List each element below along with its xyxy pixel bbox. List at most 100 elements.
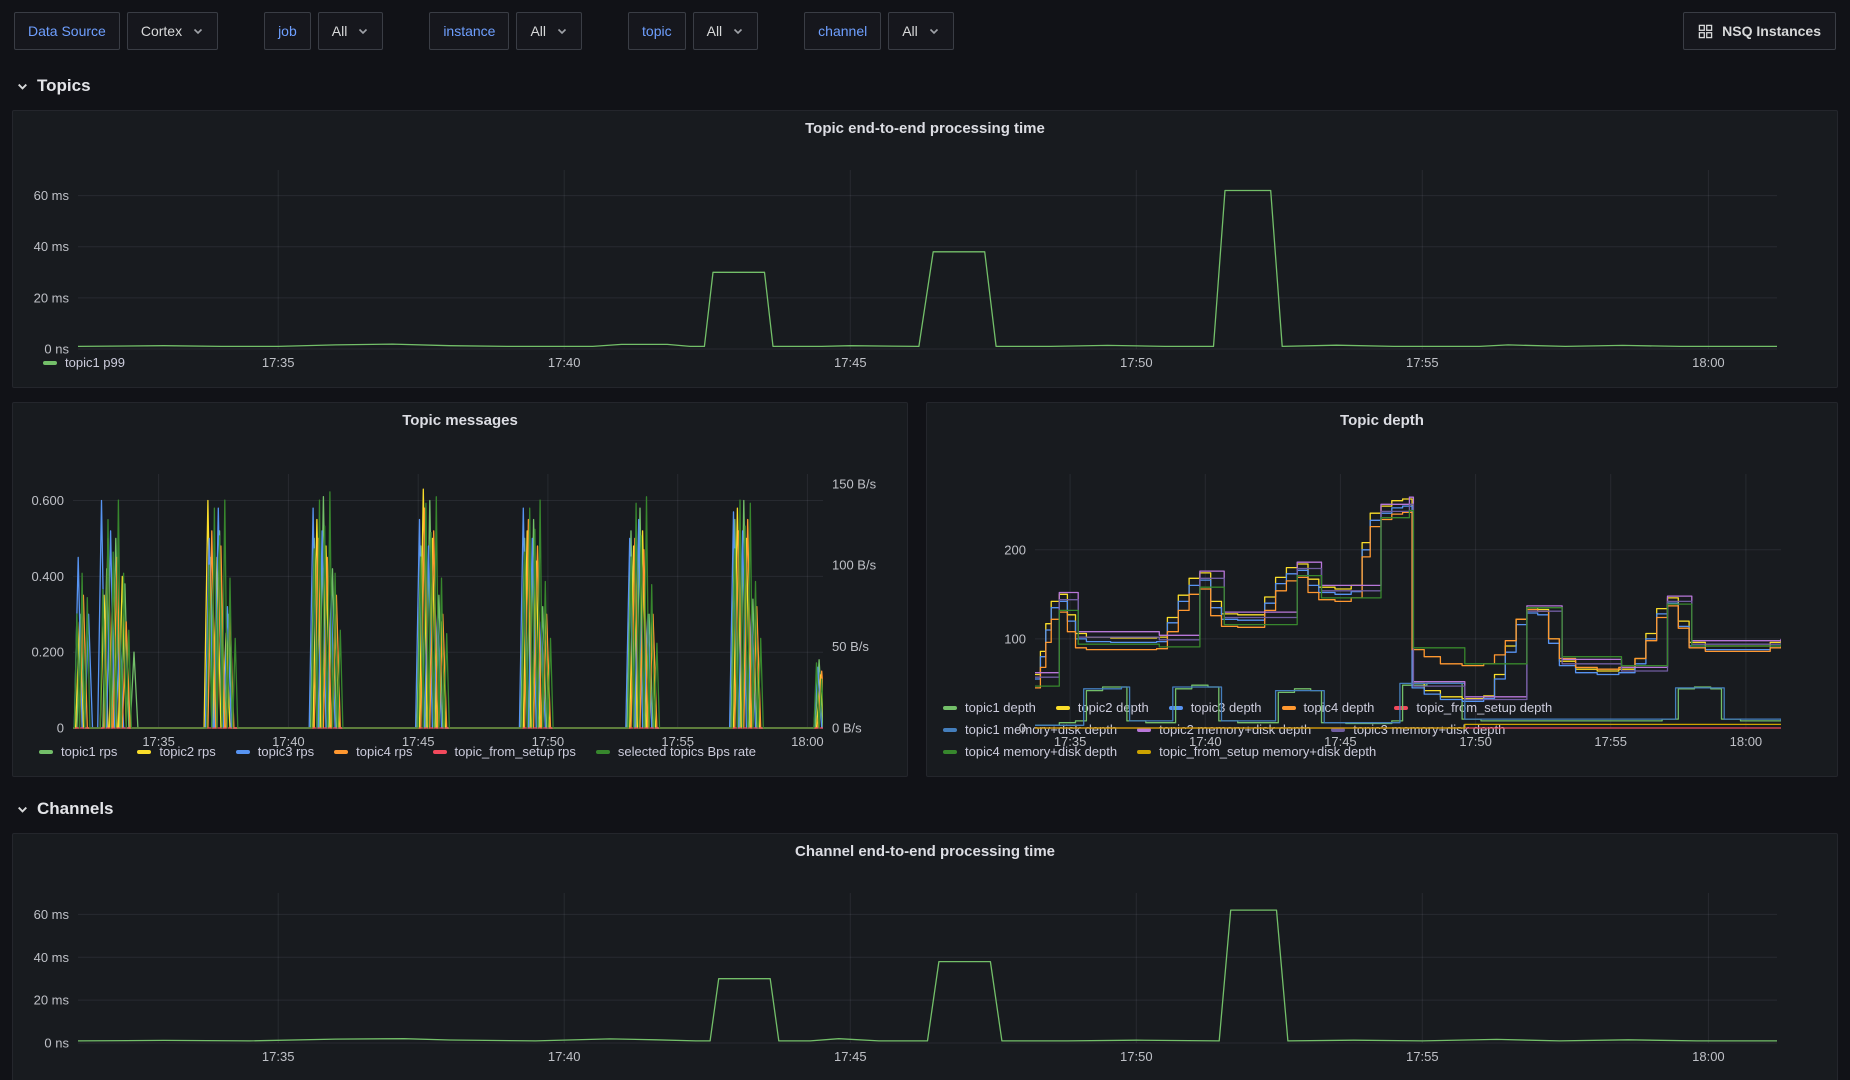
legend-item[interactable]: topic2 rps [137,744,216,759]
chart-canvas[interactable]: 0 100 200 17:35 17:40 17:45 17:50 17:55 18:00 [927,432,1837,764]
series-line [73,507,823,729]
series-name: topic2 depth [1077,700,1149,715]
section-channels[interactable]: Channels [16,799,1850,819]
legend-item[interactable]: topic_from_setup memory+disk depth [1137,744,1376,759]
chevron-down-icon [557,28,567,35]
legend-item[interactable]: selected topics Bps rate [595,744,756,759]
x-axis-label: 17:40 [1189,734,1222,749]
y-axis-label: 20 ms [34,290,70,305]
series-color-swatch [1331,727,1346,732]
var-group-channel: channel All [804,12,954,50]
var-dropdown-instance[interactable]: All [516,12,583,50]
series-name: topic_from_setup rps [454,744,576,759]
chart-area[interactable]: 0 ns 20 ms 40 ms 60 ms 17:35 17:40 17:45 17:50 1… [13,863,1837,1069]
panel-title[interactable]: Topic messages [402,412,518,429]
panel-title[interactable]: Channel end-to-end processing time [794,843,1056,860]
x-axis-label: 17:40 [272,734,305,749]
chart-area[interactable]: 0 ns 20 ms 40 ms 60 ms 17:35 17:40 17:45 17:50 1… [13,140,1837,370]
y-axis-label: 0.600 [31,493,64,508]
y-axis-label: 40 ms [34,239,70,254]
section-topics[interactable]: Topics [16,76,1850,96]
var-dropdown-job[interactable]: All [317,12,384,50]
var-value-text: All [706,23,723,39]
series-line [1035,496,1781,698]
legend-item[interactable]: topic2 depth [1055,700,1149,715]
chart-area[interactable]: 0 100 200 17:35 17:40 17:45 17:50 17:55 18:00 [927,432,1837,749]
section-title: Channels [37,799,114,818]
x-axis-label: 17:50 [1120,1049,1153,1064]
chevron-down-icon [18,83,27,90]
var-dropdown-channel[interactable]: All [888,12,954,50]
chart-canvas[interactable]: 0 0.200 0.400 0.600 0 B/s 50 B/s 100 B/s 150 B/… [13,432,907,764]
x-axis-label: 18:00 [791,734,824,749]
var-label-channel: channel [804,12,882,50]
x-axis-label: 17:55 [661,734,694,749]
panel-title[interactable]: Topic depth [1340,412,1424,429]
chart-area[interactable]: 0 0.200 0.400 0.600 0 B/s 50 B/s 100 B/s 150 B/… [13,432,907,749]
x-axis-label: 17:55 [1594,734,1627,749]
series-color-swatch [1281,705,1296,710]
legend-item[interactable]: topic1 depth [943,700,1036,715]
series-name: topic2 memory+disk depth [1159,722,1312,737]
series-line [1035,682,1781,726]
series-name: topic_from_setup memory+disk depth [1159,744,1377,759]
legend-item[interactable]: topic3 rps [235,744,315,759]
y-axis-label: 200 [1004,542,1026,557]
legend-item[interactable]: topic1 rps [39,744,117,759]
chevron-down-icon [18,806,27,813]
chevron-down-icon [193,28,203,35]
var-dropdown-topic[interactable]: All [692,12,759,50]
chart-legend [13,1069,1837,1080]
x-axis-label: 17:45 [834,1049,867,1064]
series-color-swatch [943,727,957,732]
series-color-swatch [943,749,957,754]
chart-legend: topic1 rps topic2 rps topic3 rps topic4 rps… [13,742,907,776]
chart-canvas[interactable]: 0 ns 20 ms 40 ms 60 ms 17:35 17:40 17:45 17:50 1… [13,140,1837,375]
chevron-down-icon [359,28,368,35]
panel-topic-messages: Topic messages 0 0.200 0.400 0.600 0 B/s 50 B… [12,402,908,777]
y-axis-label: 0.400 [31,569,64,584]
var-value-text: Cortex [140,23,183,39]
x-axis-label: 17:45 [1324,734,1357,749]
legend-item[interactable]: topic1 p99 [43,355,125,370]
x-axis-label: 17:45 [834,355,867,370]
panel-title[interactable]: Topic end-to-end processing time [805,120,1045,137]
series-name: topic2 rps [159,744,216,759]
panel-channel-e2e-processing-time: Channel end-to-end processing time 0 ns 2… [12,833,1838,1080]
series-color-swatch [137,749,152,754]
x-axis-label: 17:35 [262,355,295,370]
var-group-datasource: Data Source Cortex [14,12,219,50]
series-color-swatch [943,705,957,710]
series-line [1035,723,1781,729]
var-group-job: job All [264,12,384,50]
legend-item[interactable]: topic3 memory+disk depth [1331,722,1505,737]
series-line [1035,509,1781,687]
x-axis-label: 18:00 [1692,1049,1725,1064]
chart-canvas[interactable]: 0 ns 20 ms 40 ms 60 ms 17:35 17:40 17:45 17:50 1… [13,863,1837,1069]
legend-item[interactable]: topic_from_setup rps [432,744,576,759]
series-name: topic3 memory+disk depth [1353,722,1506,737]
legend-item[interactable]: topic4 rps [334,744,413,759]
series-line [1035,503,1781,701]
var-dropdown-datasource[interactable]: Cortex [126,12,219,50]
y-axis-right-label: 100 B/s [832,558,877,573]
y-axis-label: 40 ms [34,950,70,965]
legend-item[interactable]: topic2 memory+disk depth [1137,722,1311,737]
series-name: topic1 p99 [65,355,125,370]
y-axis-label: 0 [1019,721,1026,736]
legend-item[interactable]: topic_from_setup depth [1394,700,1552,715]
series-color-swatch [43,360,57,365]
series-color-swatch [1137,727,1152,732]
series-line [1035,511,1781,689]
series-name: topic4 memory+disk depth [965,744,1118,759]
legend-item[interactable]: topic4 memory+disk depth [943,744,1117,759]
chevron-down-icon [734,28,743,35]
var-value-text: All [530,23,547,39]
y-axis-label: 100 [1004,631,1026,646]
x-axis-label: 17:55 [1406,355,1439,370]
section-title: Topics [37,76,91,95]
series-name: topic3 rps [257,744,315,759]
nsq-instances-button[interactable]: NSQ Instances [1683,12,1836,50]
series-color-swatch [432,749,447,754]
x-axis-label: 17:50 [532,734,565,749]
